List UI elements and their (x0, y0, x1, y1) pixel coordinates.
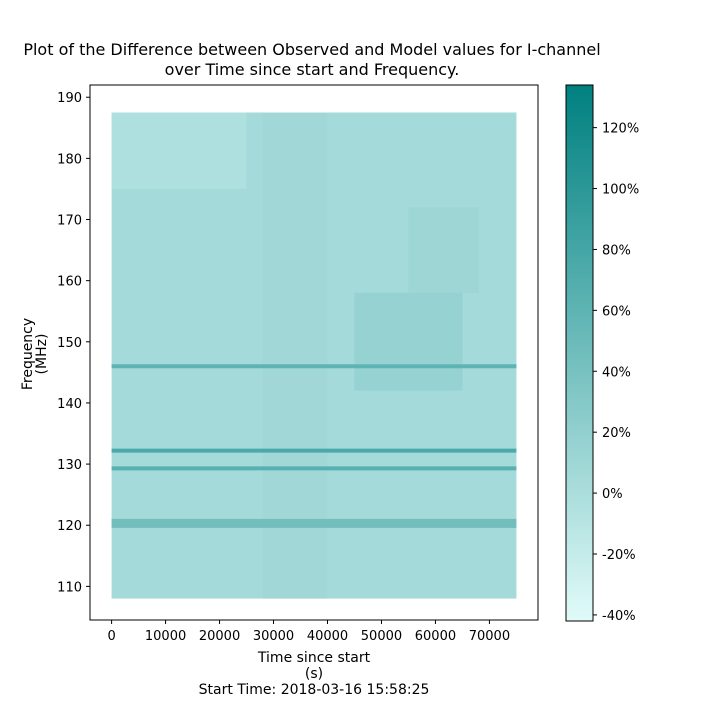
heatmap-band-0 (111, 364, 517, 369)
x-axis-ticks: 0 10000 20000 30000 40000 50000 60000 70000 (107, 620, 510, 644)
x-tick-label: 10000 (145, 629, 186, 644)
colorbar: -40% -20% 0% 20% 40% 60% 80% 100% 120% (565, 84, 639, 624)
x-tick-label: 40000 (307, 629, 348, 644)
x-tick-label: 50000 (361, 629, 402, 644)
chart-title-line2: over Time since start and Frequency. (165, 60, 460, 79)
heatmap-region-0 (354, 292, 463, 391)
plot-frame (89, 84, 539, 621)
colorbar-tick-label: 60% (602, 304, 631, 319)
colorbar-tick-label: 120% (602, 122, 639, 137)
y-tick-label: 190 (57, 91, 82, 106)
x-tick-label: 30000 (253, 629, 294, 644)
y-tick-label: 180 (57, 152, 82, 167)
plot-area: 0 10000 20000 30000 40000 50000 60000 70000 110… (57, 84, 539, 644)
x-axis-label-line1: Time since start (257, 650, 371, 666)
colorbar-tick-label: 0% (602, 487, 623, 502)
heatmap-band-3 (111, 518, 517, 528)
y-tick-label: 170 (57, 214, 82, 229)
y-axis-label-line1: Frequency (20, 318, 36, 390)
heatmap-band-2 (111, 466, 517, 471)
x-tick-label: 70000 (469, 629, 510, 644)
x-tick-label: 20000 (199, 629, 240, 644)
x-tick-label: 0 (107, 629, 115, 644)
heatmap-band-1 (111, 448, 517, 453)
y-tick-label: 120 (57, 519, 82, 534)
x-tick-label: 60000 (415, 629, 456, 644)
colorbar-tick-label: -40% (602, 609, 636, 624)
x-axis-label-line2: (s) (305, 666, 323, 682)
y-tick-label: 130 (57, 458, 82, 473)
heatmap-region-3 (111, 112, 247, 189)
heatmap-region-2 (262, 112, 328, 599)
y-tick-label: 150 (57, 336, 82, 351)
colorbar-tick-label: 40% (602, 365, 631, 380)
heatmap-cells (111, 112, 517, 599)
y-axis-ticks: 110 120 130 140 150 160 170 180 190 (57, 91, 90, 595)
y-tick-label: 110 (57, 580, 82, 595)
colorbar-tick-label: 100% (602, 183, 639, 198)
colorbar-gradient (565, 84, 594, 622)
colorbar-tick-label: 80% (602, 243, 631, 258)
y-axis-label-line2: (MHz) (34, 334, 50, 375)
chart-title-line1: Plot of the Difference between Observed … (23, 40, 600, 59)
footer-start-time: Start Time: 2018-03-16 15:58:25 (199, 682, 430, 698)
y-tick-label: 160 (57, 275, 82, 290)
colorbar-tick-label: 20% (602, 426, 631, 441)
colorbar-ticks: -40% -20% 0% 20% 40% 60% 80% 100% 120% (593, 122, 639, 624)
heatmap-region-1 (408, 207, 479, 293)
colorbar-tick-label: -20% (602, 548, 636, 563)
y-tick-label: 140 (57, 397, 82, 412)
